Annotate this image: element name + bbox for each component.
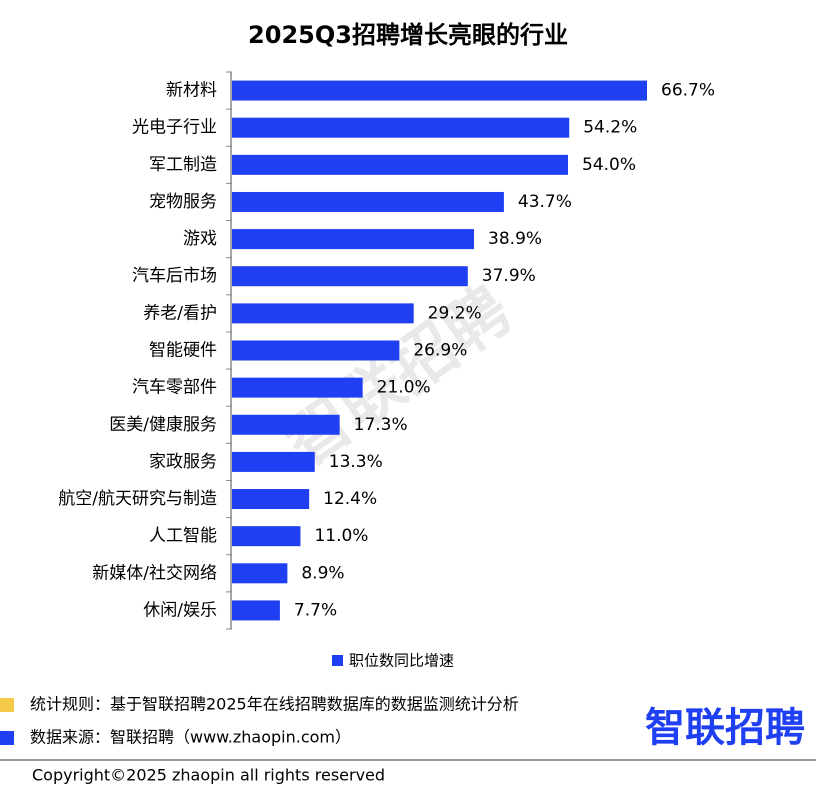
- bar: [232, 489, 310, 510]
- bar: [232, 229, 475, 250]
- source-note: 数据来源：智联招聘（www.zhaopin.com）: [30, 728, 351, 747]
- bar: [232, 563, 288, 584]
- bar: [232, 377, 363, 398]
- data-label: 38.9%: [488, 229, 542, 249]
- bar: [232, 266, 468, 287]
- y-tick-label: 人工智能: [149, 526, 217, 546]
- y-tick-label: 家政服务: [149, 452, 217, 472]
- note-marker: [0, 698, 14, 712]
- y-tick-label: 航空/航天研究与制造: [58, 489, 217, 509]
- data-label: 26.9%: [413, 341, 467, 361]
- y-tick-label: 养老/看护: [143, 303, 217, 323]
- data-label: 43.7%: [518, 192, 572, 212]
- y-tick-label: 新材料: [166, 81, 217, 101]
- data-label: 29.2%: [428, 303, 482, 323]
- y-tick-label: 医美/健康服务: [109, 415, 217, 435]
- y-tick-label: 新媒体/社交网络: [92, 563, 217, 583]
- bar: [232, 414, 340, 435]
- y-tick-label: 智能硬件: [149, 341, 217, 361]
- data-label: 17.3%: [354, 415, 408, 435]
- bar: [232, 80, 647, 101]
- chart-title: 2025Q3招聘增长亮眼的行业: [248, 21, 568, 49]
- legend-label: 职位数同比增速: [349, 652, 454, 670]
- bar: [232, 154, 568, 175]
- data-label: 21.0%: [377, 378, 431, 398]
- data-label: 13.3%: [329, 452, 383, 472]
- legend-marker: [332, 655, 343, 666]
- bar: [232, 600, 280, 621]
- data-label: 54.0%: [582, 155, 636, 175]
- data-label: 8.9%: [301, 563, 344, 583]
- data-label: 7.7%: [294, 600, 337, 620]
- data-label: 12.4%: [323, 489, 377, 509]
- y-tick-label: 休闲/娱乐: [143, 600, 217, 620]
- data-label: 11.0%: [314, 526, 368, 546]
- y-tick-label: 光电子行业: [132, 118, 217, 138]
- copyright: Copyright©2025 zhaopin all rights reserv…: [32, 766, 385, 785]
- bar: [232, 526, 301, 547]
- note-marker: [0, 731, 14, 745]
- bar: [232, 340, 400, 361]
- y-tick-label: 宠物服务: [149, 192, 217, 212]
- bar: [232, 117, 570, 138]
- bar: [232, 191, 504, 212]
- y-tick-label: 汽车零部件: [132, 378, 217, 398]
- data-label: 66.7%: [661, 81, 715, 101]
- data-label: 37.9%: [482, 266, 536, 286]
- y-tick-label: 汽车后市场: [132, 266, 217, 286]
- logo: 智联招聘: [645, 705, 805, 751]
- rule-note: 统计规则：基于智联招聘2025年在线招聘数据库的数据监测统计分析: [30, 695, 519, 714]
- data-label: 54.2%: [583, 118, 637, 138]
- y-tick-label: 军工制造: [149, 155, 217, 175]
- bar: [232, 303, 414, 324]
- y-tick-label: 游戏: [183, 229, 217, 249]
- bar: [232, 451, 315, 472]
